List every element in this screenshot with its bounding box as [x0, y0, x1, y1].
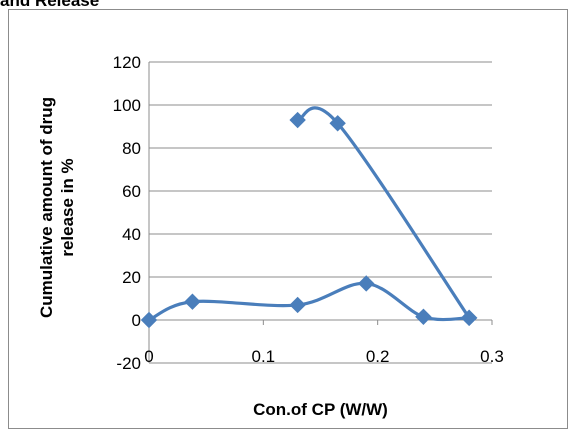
chart-area: -20 0 20 40 60 80 100 120 0 0.1 0.2 0.3 Cumulative … — [8, 9, 568, 429]
y-tick-label: 80 — [122, 139, 141, 158]
x-axis-label: Con.of CP (W/W) — [253, 400, 388, 419]
x-tick-label: 0.3 — [480, 347, 504, 366]
data-point-marker — [289, 111, 306, 129]
y-tick-label: 60 — [122, 182, 141, 201]
series-markers — [140, 111, 478, 329]
y-tick-label: 40 — [122, 225, 141, 244]
data-point-marker — [329, 115, 346, 132]
data-point-marker — [140, 311, 158, 329]
y-tick-label: 120 — [113, 53, 141, 72]
x-tick-label: 0.1 — [252, 347, 276, 366]
y-axis-label-line2: release in % — [58, 158, 77, 256]
chart-title-fragment: and Release — [0, 0, 100, 10]
data-point-marker — [460, 309, 478, 327]
series-line — [297, 106, 471, 319]
y-tick-label: 100 — [113, 96, 141, 115]
data-point-marker — [289, 296, 306, 314]
data-point-marker — [415, 308, 432, 325]
y-tick-label: 0 — [132, 311, 141, 330]
y-axis-label-line1: Cumulative amount of drug — [37, 97, 56, 318]
x-tick-label: 0.2 — [366, 347, 390, 366]
data-point-marker — [184, 293, 201, 310]
data-point-marker — [358, 275, 375, 292]
gridlines — [149, 61, 492, 364]
y-tick-label: 20 — [122, 268, 141, 287]
x-tick-label: 0 — [144, 347, 153, 366]
y-tick-label: -20 — [116, 354, 141, 373]
series-lines — [148, 106, 471, 322]
